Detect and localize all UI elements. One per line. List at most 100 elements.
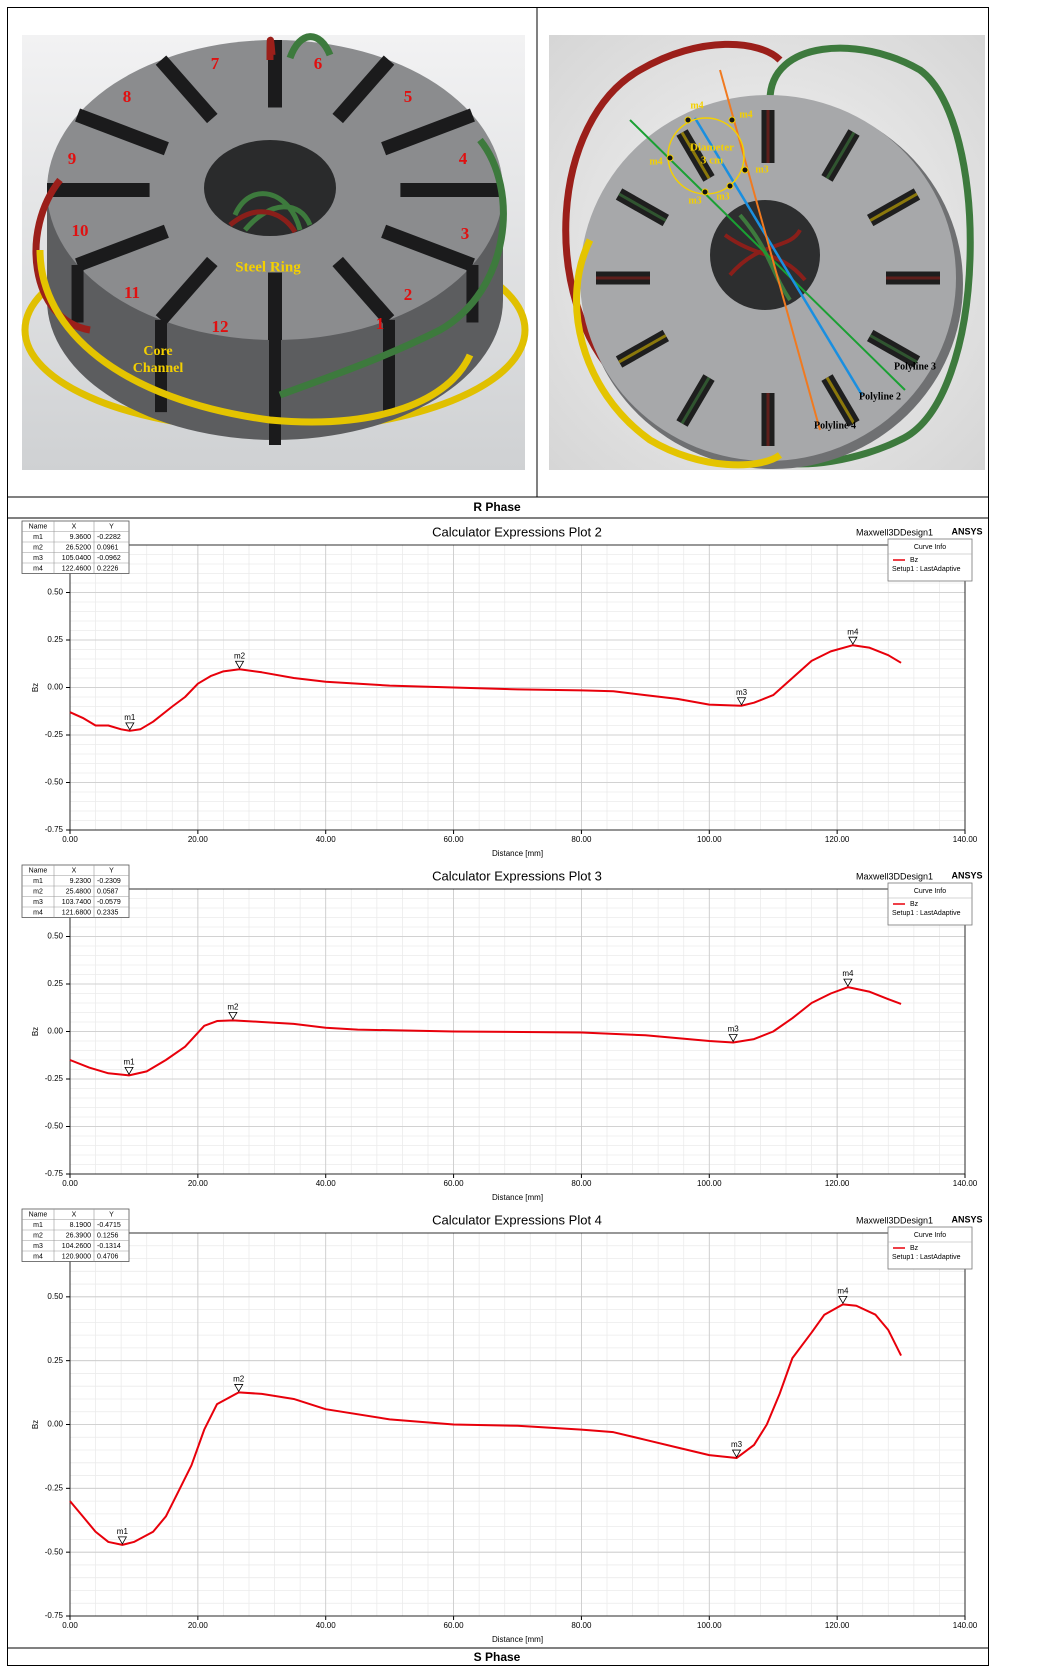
x-tick-label: 0.00 (62, 835, 78, 844)
table-cell: 9.3600 (70, 534, 92, 541)
x-tick-label: 20.00 (188, 835, 209, 844)
table-cell: 0.2226 (97, 566, 119, 573)
point-label: m4 (739, 109, 752, 120)
table-cell: m4 (33, 1254, 43, 1261)
y-tick-label: 0.50 (47, 932, 63, 941)
table-header: Y (109, 868, 114, 875)
x-tick-label: 60.00 (444, 1179, 465, 1188)
table-cell: -0.4715 (97, 1222, 121, 1229)
point (685, 117, 691, 123)
disk-render (549, 35, 985, 470)
polyline-label: Polyline 3 (894, 361, 936, 372)
slot-label: 12 (212, 317, 229, 336)
table-cell: 8.1900 (70, 1222, 92, 1229)
legend-label: Bz (910, 1245, 919, 1252)
y-tick-label: -0.25 (45, 1074, 64, 1083)
x-tick-label: 100.00 (697, 835, 722, 844)
channel-label: Channel (133, 361, 184, 376)
point-label: m3 (716, 191, 729, 202)
x-tick-label: 20.00 (188, 1179, 209, 1188)
x-tick-label: 40.00 (316, 835, 337, 844)
marker-label: m1 (124, 713, 136, 722)
marker-label: m3 (731, 1440, 743, 1449)
legend-title: Curve Info (914, 544, 946, 551)
table-cell: 0.0961 (97, 545, 119, 552)
y-tick-label: 0.25 (47, 979, 63, 988)
x-tick-label: 20.00 (188, 1621, 209, 1630)
point-label: m3 (688, 195, 701, 206)
table-cell: -0.2282 (97, 534, 121, 541)
marker-label: m1 (117, 1527, 129, 1536)
table-header: Name (29, 524, 48, 531)
chart-title: Calculator Expressions Plot 3 (432, 868, 602, 883)
x-tick-label: 140.00 (953, 1179, 978, 1188)
y-tick-label: -0.50 (45, 1122, 64, 1131)
slot-label: 11 (124, 283, 140, 302)
x-tick-label: 120.00 (825, 1621, 850, 1630)
marker-label: m3 (736, 688, 748, 697)
ring-label: Steel Ring (235, 259, 301, 275)
table-cell: m1 (33, 878, 43, 885)
table-cell: 105.0400 (62, 555, 91, 562)
table-cell: m2 (33, 1233, 43, 1240)
table-cell: -0.1314 (97, 1243, 121, 1250)
point (729, 117, 735, 123)
y-tick-label: -0.25 (45, 730, 64, 739)
y-axis-label: Bz (31, 1420, 40, 1429)
point (742, 167, 748, 173)
polyline-label: Polyline 4 (814, 420, 856, 431)
marker-label: m1 (123, 1057, 135, 1066)
legend-setup: Setup1 : LastAdaptive (892, 566, 961, 573)
table-cell: 9.2300 (70, 878, 92, 885)
slot-label: 4 (459, 149, 468, 168)
marker-label: m3 (728, 1025, 740, 1034)
figure: 1 2 3 4 5 6 7 8 9 10 11 12 Steel Ring Co… (0, 0, 1050, 1667)
x-tick-label: 40.00 (316, 1621, 337, 1630)
table-cell: m2 (33, 889, 43, 896)
table-cell: m3 (33, 899, 43, 906)
table-cell: 0.1256 (97, 1233, 119, 1240)
slot-label: 3 (461, 224, 470, 243)
y-tick-label: 0.00 (47, 1027, 63, 1036)
slot-label: 1 (376, 314, 385, 333)
point-label: m4 (649, 156, 662, 167)
table-cell: -0.2309 (97, 878, 121, 885)
channel-label: Core (143, 344, 172, 359)
x-tick-label: 0.00 (62, 1179, 78, 1188)
y-tick-label: 0.00 (47, 683, 63, 692)
chart: 0.0020.0040.0060.0080.00100.00120.00140.… (22, 865, 983, 1202)
legend-setup: Setup1 : LastAdaptive (892, 910, 961, 917)
slot-label: 2 (404, 285, 413, 304)
slot-label: 5 (404, 87, 413, 106)
x-tick-label: 140.00 (953, 835, 978, 844)
slot-label: 6 (314, 54, 323, 73)
table-cell: 26.5200 (66, 545, 91, 552)
marker-label: m2 (234, 651, 246, 660)
marker-label: m2 (227, 1002, 239, 1011)
x-tick-label: 100.00 (697, 1179, 722, 1188)
x-axis-label: Distance [mm] (492, 1635, 543, 1644)
table-cell: 26.3900 (66, 1233, 91, 1240)
y-tick-label: 0.00 (47, 1420, 63, 1429)
table-cell: m3 (33, 1243, 43, 1250)
table-cell: 0.4706 (97, 1254, 119, 1261)
y-tick-label: 0.25 (47, 635, 63, 644)
x-tick-label: 120.00 (825, 1179, 850, 1188)
y-tick-label: -0.75 (45, 1169, 64, 1178)
polyline-label: Polyline 2 (859, 391, 901, 402)
ring-render (22, 35, 525, 470)
table-cell: m4 (33, 566, 43, 573)
y-tick-label: -0.75 (45, 825, 64, 834)
x-tick-label: 60.00 (444, 835, 465, 844)
table-cell: m4 (33, 910, 43, 917)
chart-title: Calculator Expressions Plot 4 (432, 1212, 602, 1227)
x-axis-label: Distance [mm] (492, 849, 543, 858)
table-cell: 122.4600 (62, 566, 91, 573)
y-tick-label: -0.25 (45, 1483, 64, 1492)
marker-label: m4 (842, 969, 854, 978)
legend-label: Bz (910, 901, 919, 908)
table-header: X (72, 524, 77, 531)
x-tick-label: 0.00 (62, 1621, 78, 1630)
